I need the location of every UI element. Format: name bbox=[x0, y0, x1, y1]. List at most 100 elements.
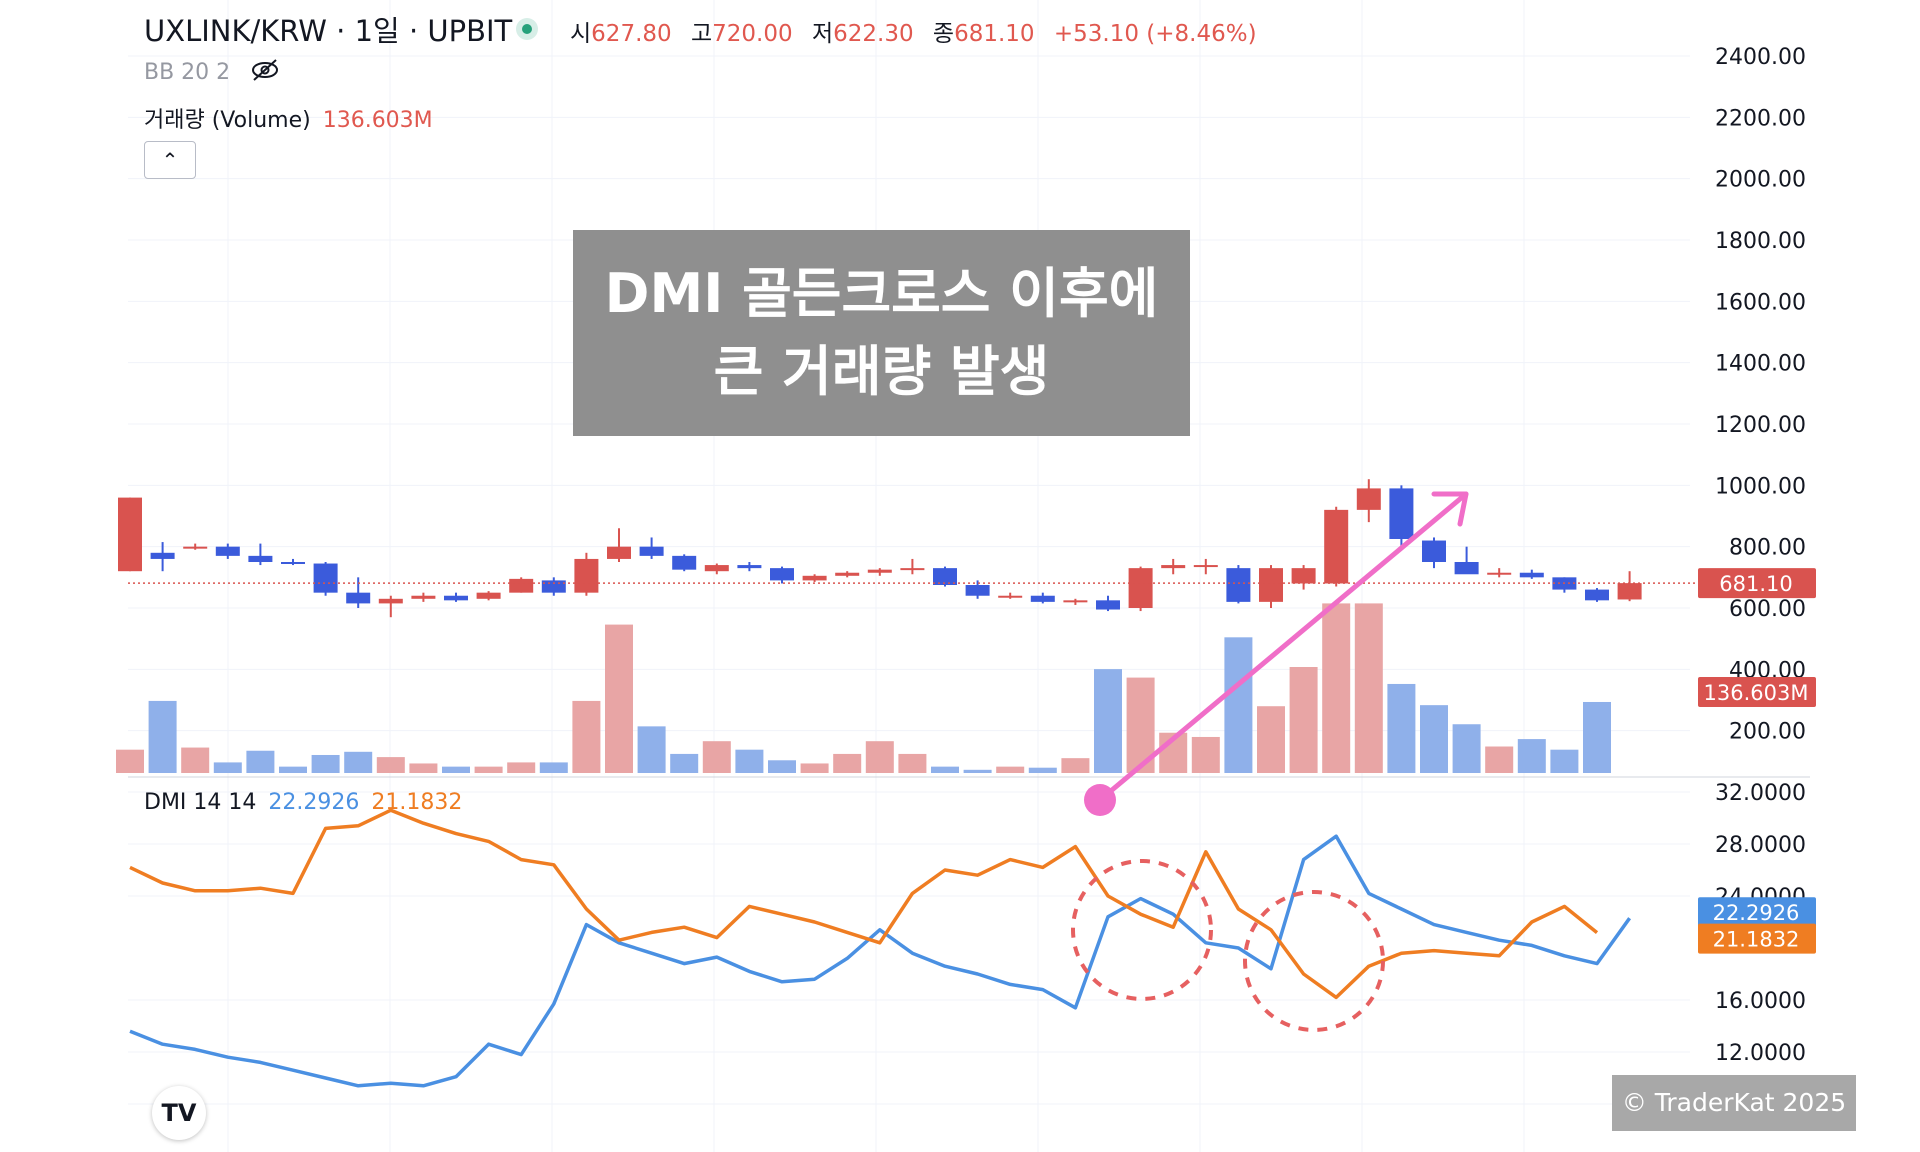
arrow-line bbox=[1097, 491, 1469, 803]
volume-bar bbox=[996, 766, 1025, 773]
crossover-circle bbox=[1071, 859, 1213, 1001]
price-tick-label: 2000.00 bbox=[1715, 168, 1806, 193]
dmi-plus-tag: 22.2926 bbox=[1713, 901, 1800, 925]
candle-body bbox=[1487, 572, 1512, 575]
candle-body bbox=[1193, 565, 1218, 568]
tradingview-logo[interactable]: TV bbox=[152, 1086, 206, 1140]
last-price-tag: 681.10 bbox=[1719, 572, 1792, 596]
annotation-line-2: 큰 거래량 발생 bbox=[713, 340, 1050, 403]
price-tick-label: 1400.00 bbox=[1715, 352, 1806, 377]
candle-body bbox=[215, 546, 240, 556]
annotation-line-1: DMI 골든크로스 이후에 bbox=[604, 262, 1159, 325]
high-label: 고 bbox=[690, 21, 713, 47]
candle-body bbox=[835, 572, 860, 576]
volume-bar bbox=[344, 751, 373, 773]
dmi-legend[interactable]: DMI 14 14 22.2926 21.1832 bbox=[144, 790, 462, 815]
candle-body bbox=[770, 568, 794, 581]
volume-bar bbox=[1028, 767, 1057, 773]
symbol-title: UXLINK/KRW · 1일 · UPBIT bbox=[144, 14, 513, 48]
dmi-minus-line bbox=[129, 808, 1599, 1000]
candle-body bbox=[1030, 595, 1055, 602]
candle-body bbox=[509, 578, 534, 593]
open-value: 627.80 bbox=[591, 21, 672, 47]
volume-bar bbox=[1517, 739, 1546, 773]
volume-bar bbox=[539, 762, 568, 773]
candle-body bbox=[541, 580, 566, 593]
volume-bar bbox=[865, 741, 894, 773]
volume-bar bbox=[442, 766, 470, 773]
price-tick-label: 1200.00 bbox=[1715, 413, 1806, 438]
candle-body bbox=[1422, 540, 1446, 562]
candle-body bbox=[933, 568, 957, 585]
candle-body bbox=[867, 569, 892, 573]
candle-body bbox=[998, 595, 1023, 598]
volume-bar bbox=[637, 726, 666, 773]
change-value: +53.10 (+8.46%) bbox=[1053, 21, 1257, 47]
volume-bar bbox=[605, 624, 633, 773]
volume-bar bbox=[1224, 637, 1253, 773]
volume-bar bbox=[1420, 705, 1448, 773]
candle-body bbox=[411, 595, 436, 599]
chevron-up-icon: ⌃ bbox=[161, 148, 179, 172]
dmi-minus-value: 21.1832 bbox=[371, 790, 463, 815]
candle-body bbox=[1259, 568, 1283, 602]
hidden-eye-icon[interactable] bbox=[250, 58, 280, 82]
dmi-tick-label: 12.0000 bbox=[1715, 1041, 1806, 1066]
candle-body bbox=[1063, 600, 1088, 603]
candle-body bbox=[476, 592, 501, 599]
volume-bar bbox=[833, 753, 862, 773]
price-tick-label: 800.00 bbox=[1729, 536, 1806, 561]
volume-bar bbox=[148, 700, 177, 773]
volume-bar bbox=[702, 741, 731, 773]
price-tick-label: 200.00 bbox=[1729, 720, 1806, 745]
candle-body bbox=[802, 575, 827, 581]
volume-bar bbox=[311, 754, 340, 773]
volume-bar bbox=[409, 763, 438, 773]
volume-bar bbox=[1485, 746, 1514, 773]
candle-body bbox=[672, 555, 697, 570]
volume-tag: 136.603M bbox=[1704, 681, 1809, 705]
price-tick-label: 1800.00 bbox=[1715, 229, 1806, 254]
volume-bar bbox=[931, 766, 959, 773]
volume-bar bbox=[1387, 683, 1416, 773]
dmi-minus-tag-bg bbox=[1698, 923, 1816, 954]
candle-body bbox=[183, 546, 208, 549]
low-value: 622.30 bbox=[833, 21, 914, 47]
candle-body bbox=[1291, 568, 1316, 584]
close-value: 681.10 bbox=[954, 21, 1035, 47]
candle-body bbox=[639, 546, 664, 556]
candle-body bbox=[900, 568, 925, 571]
market-status-dot bbox=[516, 18, 538, 40]
volume-bar bbox=[1354, 603, 1383, 773]
dmi-tick-label: 28.0000 bbox=[1715, 833, 1806, 858]
candle-body bbox=[607, 546, 631, 559]
candle-body bbox=[150, 552, 175, 559]
volume-bar bbox=[1322, 603, 1351, 773]
annotation-overlay bbox=[1071, 491, 1469, 1032]
dmi-plus-tag-bg bbox=[1698, 897, 1816, 928]
price-tick-label: 2200.00 bbox=[1715, 106, 1806, 131]
volume-legend[interactable]: 거래량 (Volume) 136.603M bbox=[144, 102, 433, 134]
volume-bar bbox=[800, 763, 829, 773]
volume-tag-bg bbox=[1698, 677, 1816, 707]
candle-body bbox=[965, 585, 990, 596]
candle-body bbox=[1128, 568, 1153, 608]
collapse-button[interactable]: ⌃ bbox=[144, 141, 196, 179]
bb-indicator-label[interactable]: BB 20 2 bbox=[144, 60, 231, 85]
crossover-circle bbox=[1243, 890, 1385, 1032]
volume-bar bbox=[1191, 736, 1220, 773]
volume-bar bbox=[474, 766, 503, 773]
open-label: 시 bbox=[570, 21, 592, 47]
candle-body bbox=[346, 592, 371, 604]
candle-body bbox=[737, 565, 762, 569]
price-tick-label: 2400.00 bbox=[1715, 45, 1806, 70]
candle-body bbox=[1519, 572, 1544, 578]
volume-bar bbox=[670, 753, 699, 773]
volume-bar bbox=[507, 762, 536, 773]
volume-bar bbox=[181, 747, 210, 773]
grid bbox=[128, 0, 1810, 1152]
dmi-plus-value: 22.2926 bbox=[268, 790, 360, 815]
volume-bar bbox=[213, 762, 242, 773]
candle-body bbox=[444, 595, 468, 601]
volume-bar bbox=[279, 766, 307, 773]
